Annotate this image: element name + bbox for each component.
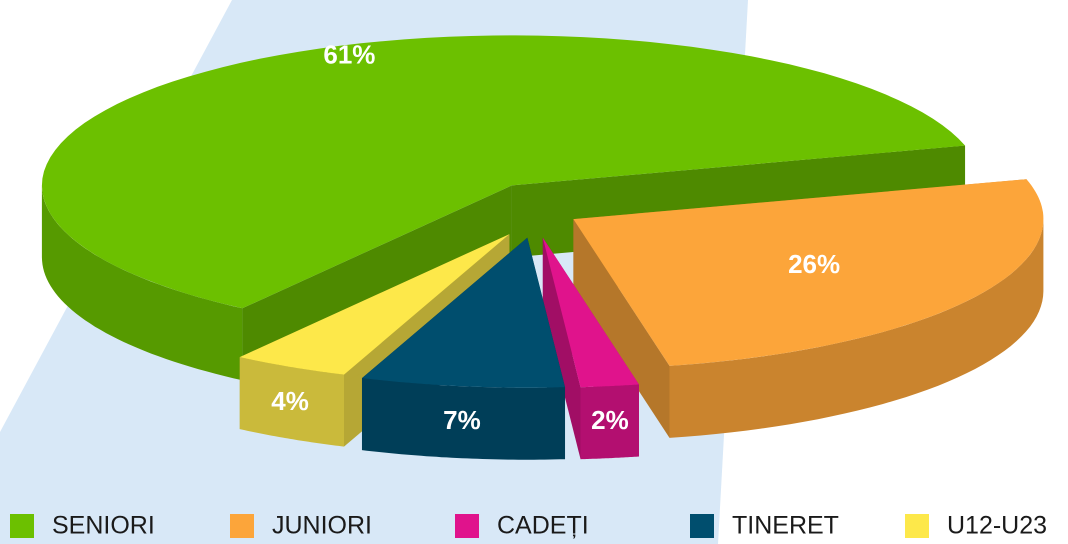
slice (573, 179, 1044, 438)
legend-swatch (690, 514, 714, 538)
legend-swatch (905, 514, 929, 538)
legend-label: TINERET (732, 512, 839, 540)
slice-top (239, 234, 510, 375)
slice-side (41, 185, 243, 381)
legend-swatch (230, 514, 254, 538)
data-label: 61% (323, 40, 375, 70)
data-label: 4% (271, 386, 309, 416)
data-label: 2% (591, 405, 629, 435)
slice-top (41, 35, 966, 309)
slice-top (573, 179, 1044, 366)
legend-swatch (455, 514, 479, 538)
slice-side (362, 378, 565, 460)
slice (361, 237, 566, 460)
slice-side (580, 384, 639, 460)
legend-label: CADEȚI (497, 512, 589, 540)
slice-side (239, 357, 344, 447)
legend-swatch (10, 514, 34, 538)
slice-top (362, 237, 565, 388)
data-label: 7% (443, 405, 481, 435)
data-label: 26% (788, 249, 840, 279)
slice-top (542, 237, 639, 388)
slice (542, 237, 639, 460)
legend: SENIORI JUNIORI CADEȚI TINERET U12-U23 (10, 512, 1047, 540)
slice-cut-face (573, 219, 670, 438)
slice-side (669, 219, 1044, 438)
legend-label: JUNIORI (272, 512, 372, 540)
legend-label: SENIORI (52, 512, 155, 540)
pie: 61% 26% 2% 7% 4% (41, 35, 1044, 460)
legend-label: U12-U23 (947, 512, 1047, 540)
slice-cut-face (542, 237, 581, 460)
